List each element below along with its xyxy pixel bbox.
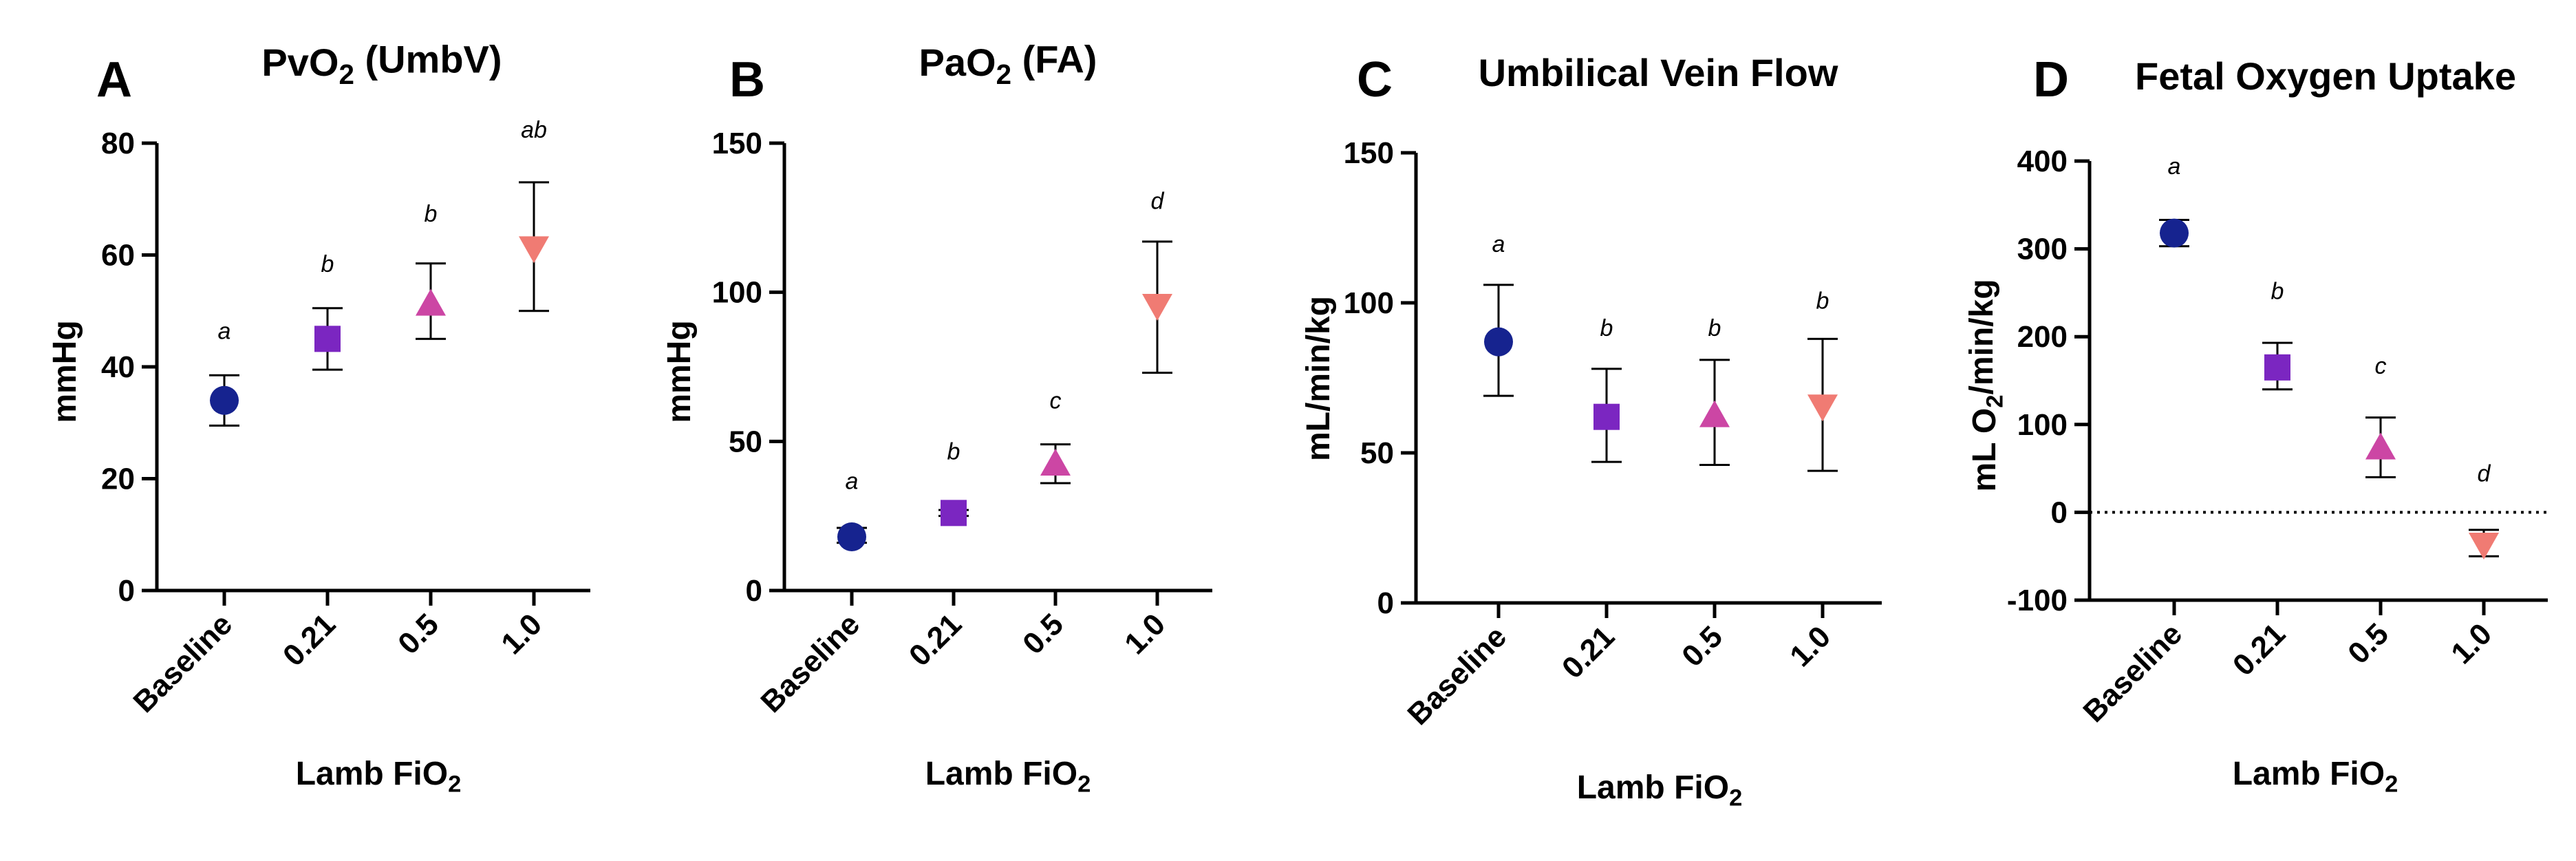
significance-letter: b [1708,315,1721,341]
panel-title: Umbilical Vein Flow [1479,51,1838,94]
y-tick-label: 100 [712,276,762,310]
data-point-baseline [210,385,239,415]
y-tick-label: 150 [712,127,762,160]
y-tick-label: 50 [729,425,762,458]
x-axis-label: Lamb FiO2 [296,756,462,797]
significance-letter: a [846,469,859,495]
y-tick-label: 0 [118,574,135,608]
data-point-1-0 [2469,533,2499,560]
y-axis-label: mL/min/kg [1300,296,1337,461]
significance-letter: ab [521,117,547,143]
x-axis-label: Lamb FiO2 [2233,756,2398,797]
data-point-0-5 [1040,449,1071,476]
panel-b: B PaO2 (FA) mmHg Lamb FiO2 0 50 100 150 Baseline… [661,37,1212,797]
y-axis-label: mmHg [661,320,698,423]
y-tick-label: 20 [101,463,135,496]
x-tick-label: 0.5 [1675,619,1729,673]
data-point-0-21 [1593,403,1620,430]
y-tick-label: 400 [2017,145,2068,178]
x-tick-label: Baseline [2076,617,2189,729]
x-tick-label: 0.21 [1556,619,1621,685]
significance-letter: a [1492,231,1505,257]
x-tick-label: 1.0 [2445,617,2498,670]
x-tick-label: 0.5 [1016,607,1070,661]
data-point-0-21 [314,326,341,352]
y-axis-label: mL O2/min/kg [1964,279,2008,491]
panel-title: PaO2 (FA) [919,37,1097,90]
y-tick-label: 100 [1344,286,1394,320]
significance-letter: b [425,201,438,227]
y-tick-label: 200 [2017,320,2068,354]
data-point-0-5 [2365,432,2396,460]
x-axis-label: Lamb FiO2 [1577,769,1743,811]
data-point-1-0 [1807,394,1838,422]
data-point-0-21 [941,500,967,527]
x-tick-label: Baseline [1401,619,1513,732]
x-tick-label: 0.5 [2341,617,2395,670]
significance-letter: c [2375,353,2387,379]
significance-letter: b [2271,278,2284,304]
significance-letter: b [1600,315,1613,341]
y-tick-label: 80 [101,127,135,160]
data-point-0-5 [1699,400,1730,427]
x-tick-label: 1.0 [1783,619,1837,673]
significance-letter: b [321,251,334,277]
y-tick-label: -100 [2007,584,2068,617]
y-axis-label: mmHg [47,320,83,423]
data-point-1-0 [519,236,549,264]
significance-letter: d [1151,188,1165,214]
x-tick-label: 0.21 [277,607,342,672]
significance-letter: d [2478,461,2491,487]
panel-a: A PvO2 (UmbV) mmHg Lamb FiO2 0 20 40 60 80 Baseli… [47,37,590,797]
panel-letter: D [2033,52,2069,107]
data-point-baseline [837,522,866,551]
data-point-0-21 [2264,354,2290,381]
significance-letter: a [218,318,231,344]
x-axis-label: Lamb FiO2 [925,756,1091,797]
significance-letter: c [1050,388,1062,414]
y-tick-label: 100 [2017,408,2068,442]
significance-letter: b [947,438,960,465]
data-point-baseline [1484,327,1513,357]
y-tick-label: 150 [1344,136,1394,170]
panel-title: Fetal Oxygen Uptake [2135,54,2516,98]
significance-letter: b [1816,288,1829,315]
x-tick-label: 0.5 [391,607,445,661]
significance-letter: a [2168,153,2181,180]
panel-letter: C [1357,52,1393,107]
y-tick-label: 60 [101,239,135,273]
x-tick-label: Baseline [127,607,239,719]
panel-title: PvO2 (UmbV) [261,37,502,90]
x-tick-label: 1.0 [495,607,548,661]
data-point-1-0 [1142,294,1172,321]
data-point-baseline [2160,218,2189,248]
y-tick-label: 0 [1377,586,1394,620]
panel-d: D Fetal Oxygen Uptake mL O2/min/kg Lamb FiO… [1964,52,2548,797]
data-point-0-5 [416,288,446,316]
y-tick-label: 50 [1360,436,1394,470]
y-tick-label: 0 [746,574,762,608]
x-tick-label: 0.21 [2226,617,2292,682]
panel-c: C Umbilical Vein Flow mL/min/kg Lamb FiO2 0 5… [1300,51,1882,811]
x-tick-label: 1.0 [1118,607,1172,661]
y-tick-label: 40 [101,350,135,384]
panel-letter: B [729,52,765,107]
x-tick-label: 0.21 [903,607,968,672]
panel-letter: A [96,52,132,107]
y-tick-label: 0 [2051,496,2068,529]
y-tick-label: 300 [2017,233,2068,266]
x-tick-label: Baseline [754,607,866,719]
